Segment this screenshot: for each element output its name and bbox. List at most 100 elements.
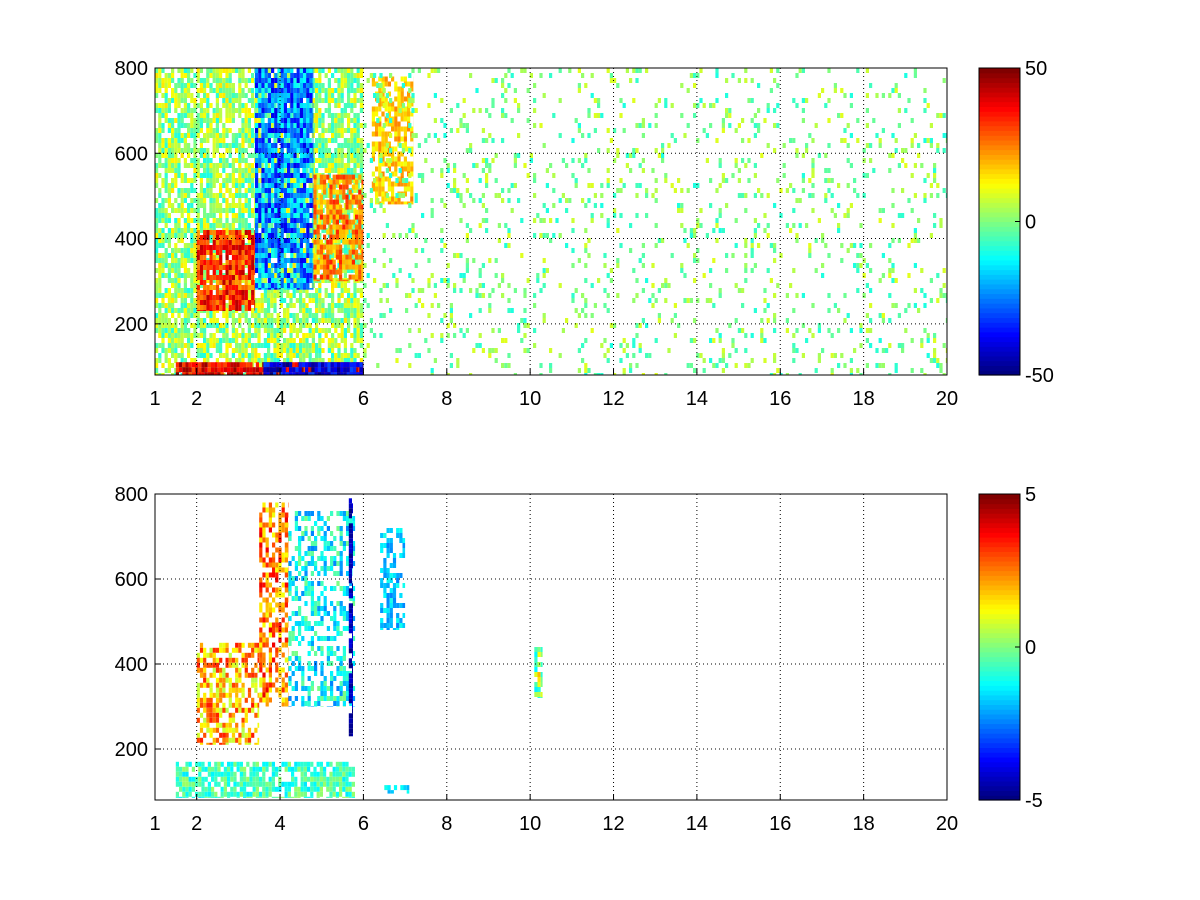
- heatmap-cell: [183, 248, 187, 253]
- heatmap-cell: [203, 268, 207, 273]
- heatmap-cell: [295, 288, 299, 293]
- heatmap-cell: [251, 93, 255, 98]
- heatmap-cell: [209, 183, 213, 188]
- heatmap-cell: [193, 328, 197, 333]
- heatmap-cell: [267, 323, 271, 328]
- heatmap-cell: [209, 300, 213, 305]
- heatmap-cell: [215, 198, 219, 203]
- heatmap-cell: [243, 367, 247, 373]
- heatmap-cell: [331, 153, 335, 158]
- heatmap-cell: [199, 353, 203, 358]
- heatmap-cell: [171, 133, 175, 138]
- heatmap-cell: [340, 338, 344, 343]
- heatmap-cell: [287, 148, 291, 153]
- heatmap-cell: [219, 193, 223, 198]
- heatmap-cell: [209, 123, 213, 128]
- heatmap-cell: [334, 283, 338, 288]
- heatmap-cell: [375, 181, 379, 187]
- heatmap-cell: [255, 193, 259, 198]
- heatmap-cell: [287, 78, 291, 83]
- heatmap-cell: [199, 300, 204, 305]
- heatmap-cell: [266, 362, 270, 368]
- heatmap-cell: [292, 303, 296, 308]
- heatmap-cell: [215, 245, 220, 250]
- heatmap-cell: [306, 253, 310, 258]
- heatmap-cell: [244, 83, 248, 88]
- heatmap-cell: [274, 148, 278, 153]
- heatmap-cell: [183, 143, 187, 148]
- heatmap-cell: [345, 224, 349, 230]
- heatmap-cell: [257, 343, 261, 348]
- heatmap-cell: [315, 113, 319, 118]
- heatmap-cell: [407, 126, 411, 132]
- heatmap-cell: [161, 203, 165, 208]
- heatmap-cell: [235, 328, 239, 333]
- heatmap-cell: [356, 353, 360, 358]
- heatmap-cell: [180, 108, 184, 113]
- heatmap-cell: [381, 141, 385, 147]
- heatmap-cell: [337, 98, 341, 103]
- heatmap-cell: [276, 343, 280, 348]
- heatmap-cell: [332, 209, 336, 215]
- heatmap-cell: [244, 310, 248, 311]
- heatmap-cell: [366, 143, 370, 148]
- heatmap-cell: [340, 148, 344, 153]
- heatmap-cell: [290, 143, 294, 148]
- heatmap-cell: [228, 250, 232, 255]
- heatmap-cell: [158, 123, 162, 128]
- heatmap-cell: [277, 123, 281, 128]
- heatmap-cell: [267, 178, 271, 183]
- heatmap-cell: [193, 238, 197, 243]
- heatmap-cell: [271, 278, 275, 283]
- heatmap-cell: [244, 245, 248, 250]
- heatmap-cell: [290, 103, 294, 108]
- heatmap-cell: [332, 204, 336, 210]
- heatmap-cell: [321, 83, 325, 88]
- heatmap-cell: [339, 204, 343, 210]
- heatmap-cell: [190, 188, 194, 193]
- heatmap-cell: [280, 178, 284, 183]
- heatmap-cell: [318, 108, 322, 113]
- heatmap-cell: [292, 178, 296, 183]
- heatmap-cell: [359, 372, 363, 375]
- heatmap-cell: [280, 168, 284, 173]
- heatmap-cell: [375, 191, 379, 197]
- heatmap-cell: [378, 101, 382, 107]
- heatmap-cell: [369, 203, 373, 208]
- heatmap-cell: [296, 243, 300, 248]
- heatmap-cell: [190, 208, 194, 213]
- heatmap-cell: [302, 288, 306, 293]
- heatmap-cell: [209, 103, 213, 108]
- heatmap-cell: [247, 153, 251, 158]
- heatmap-cell: [167, 323, 171, 328]
- heatmap-cell: [378, 131, 382, 137]
- heatmap-cell: [348, 219, 352, 225]
- heatmap-cell: [318, 343, 322, 348]
- heatmap-cell: [190, 298, 194, 303]
- heatmap-cell: [219, 245, 223, 250]
- heatmap-cell: [305, 372, 309, 375]
- heatmap-cell: [261, 98, 265, 103]
- heatmap-cell: [231, 113, 235, 118]
- heatmap-cell: [279, 353, 283, 358]
- heatmap-cell: [203, 148, 207, 153]
- heatmap-cell: [233, 362, 237, 368]
- heatmap-cell: [302, 308, 306, 313]
- heatmap-cell: [164, 113, 168, 118]
- heatmap-cell: [311, 367, 315, 373]
- heatmap-cell: [312, 253, 314, 258]
- heatmap-cell: [254, 295, 256, 300]
- heatmap-cell: [171, 208, 175, 213]
- heatmap-cell: [180, 198, 184, 203]
- heatmap-cell: [308, 323, 312, 328]
- heatmap-cell: [358, 194, 362, 200]
- heatmap-cell: [356, 153, 360, 158]
- heatmap-cell: [348, 239, 352, 245]
- heatmap-cell: [212, 128, 216, 133]
- heatmap-cell: [215, 133, 219, 138]
- heatmap-cell: [267, 353, 271, 358]
- heatmap-cell: [244, 168, 248, 173]
- heatmap-cell: [327, 343, 331, 348]
- heatmap-cell: [348, 249, 352, 255]
- heatmap-cell: [334, 358, 338, 363]
